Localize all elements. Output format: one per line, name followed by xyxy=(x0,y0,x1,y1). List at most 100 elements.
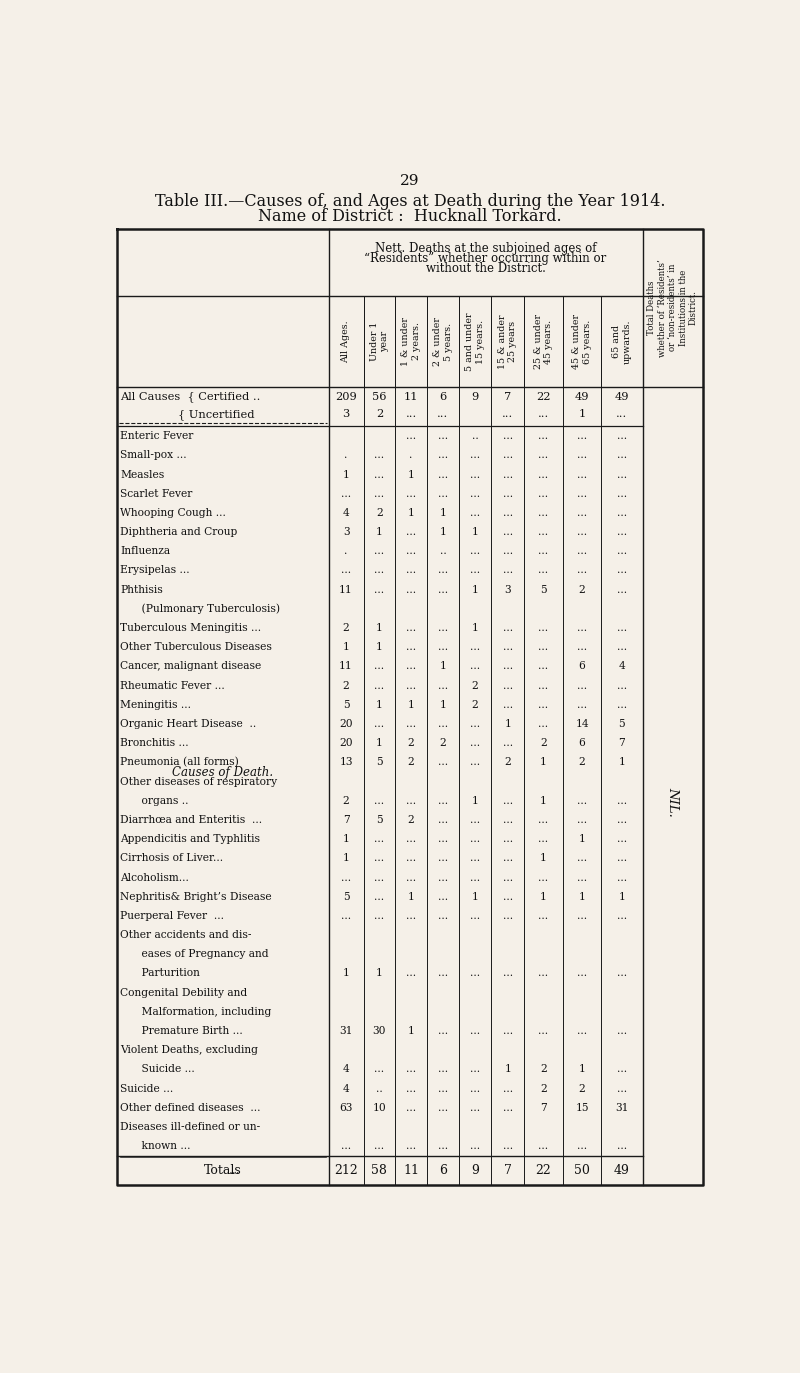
Text: Cirrhosis of Liver...: Cirrhosis of Liver... xyxy=(120,853,223,864)
Text: ...: ... xyxy=(470,968,480,979)
Text: 1: 1 xyxy=(439,527,446,537)
Text: 1: 1 xyxy=(618,891,626,902)
Text: ...: ... xyxy=(577,489,587,498)
Text: ...: ... xyxy=(406,662,416,671)
Text: 3: 3 xyxy=(342,409,350,419)
Text: 6: 6 xyxy=(578,739,586,748)
Text: ...: ... xyxy=(406,527,416,537)
Text: ...: ... xyxy=(374,566,385,575)
Text: 15: 15 xyxy=(575,1103,589,1112)
Text: 1: 1 xyxy=(472,585,478,595)
Text: ...: ... xyxy=(438,643,448,652)
Text: ...: ... xyxy=(406,910,416,921)
Text: Malformation, including: Malformation, including xyxy=(128,1006,271,1017)
Text: ...: ... xyxy=(406,409,417,419)
Text: ...: ... xyxy=(502,409,514,419)
Text: 1: 1 xyxy=(504,1064,511,1075)
Text: ...: ... xyxy=(577,527,587,537)
Text: 1: 1 xyxy=(408,700,414,710)
Text: ...: ... xyxy=(374,719,385,729)
Text: 1: 1 xyxy=(408,891,414,902)
Text: 1: 1 xyxy=(540,891,546,902)
Text: ...: ... xyxy=(438,835,448,844)
Text: Whooping Cough ...: Whooping Cough ... xyxy=(120,508,226,518)
Text: ...: ... xyxy=(438,796,448,806)
Text: ...: ... xyxy=(538,470,548,479)
Text: ..: .. xyxy=(439,546,446,556)
Text: 63: 63 xyxy=(339,1103,353,1112)
Text: Scarlet Fever: Scarlet Fever xyxy=(120,489,193,498)
Text: Cancer, malignant disease: Cancer, malignant disease xyxy=(120,662,262,671)
Text: ...: ... xyxy=(502,910,513,921)
Text: 1: 1 xyxy=(376,700,383,710)
Text: ...: ... xyxy=(617,508,627,518)
Text: ...: ... xyxy=(577,910,587,921)
Text: 1: 1 xyxy=(578,835,586,844)
Text: ...: ... xyxy=(406,546,416,556)
Text: ...: ... xyxy=(502,816,513,825)
Text: 50: 50 xyxy=(574,1164,590,1177)
Text: .: . xyxy=(410,450,413,460)
Text: ...: ... xyxy=(438,681,448,691)
Text: ...: ... xyxy=(577,643,587,652)
Text: 2: 2 xyxy=(408,816,414,825)
Text: 2: 2 xyxy=(439,739,446,748)
Text: 31: 31 xyxy=(339,1026,353,1037)
Text: ...: ... xyxy=(577,796,587,806)
Text: ...: ... xyxy=(617,835,627,844)
Text: 13: 13 xyxy=(339,758,353,768)
Text: ...: ... xyxy=(538,1026,548,1037)
Text: 1: 1 xyxy=(342,853,350,864)
Text: 6: 6 xyxy=(439,391,446,401)
Text: Parturition: Parturition xyxy=(128,968,200,979)
Text: ...: ... xyxy=(374,796,385,806)
Text: ...: ... xyxy=(538,450,548,460)
Text: (Pulmonary Tuberculosis): (Pulmonary Tuberculosis) xyxy=(128,604,280,614)
Text: 1: 1 xyxy=(618,758,626,768)
Text: 14: 14 xyxy=(575,719,589,729)
Text: Enteric Fever: Enteric Fever xyxy=(120,431,194,441)
Text: ...: ... xyxy=(617,968,627,979)
Text: ...: ... xyxy=(538,1141,548,1151)
Text: ...: ... xyxy=(502,853,513,864)
Text: ...: ... xyxy=(577,623,587,633)
Text: 1: 1 xyxy=(376,739,383,748)
Text: 11: 11 xyxy=(403,1164,419,1177)
Text: ...: ... xyxy=(577,546,587,556)
Text: ...: ... xyxy=(341,1141,351,1151)
Text: ...: ... xyxy=(617,585,627,595)
Text: ...: ... xyxy=(502,1083,513,1093)
Text: ...: ... xyxy=(438,816,448,825)
Text: Other diseases of respiratory: Other diseases of respiratory xyxy=(120,777,278,787)
Text: ...: ... xyxy=(438,489,448,498)
Text: ...: ... xyxy=(502,968,513,979)
Text: ...: ... xyxy=(470,835,480,844)
Text: ...: ... xyxy=(406,585,416,595)
Text: ...: ... xyxy=(438,1083,448,1093)
Text: ...: ... xyxy=(617,1026,627,1037)
Text: ...: ... xyxy=(406,872,416,883)
Text: 1: 1 xyxy=(342,835,350,844)
Text: ...: ... xyxy=(374,853,385,864)
Text: ...: ... xyxy=(502,872,513,883)
Text: ...: ... xyxy=(502,470,513,479)
Text: ...: ... xyxy=(341,872,351,883)
Text: Total Deaths
whether of ‘Residents’
or ‘non-residents’ in
Institutions in the
Di: Total Deaths whether of ‘Residents’ or ‘… xyxy=(647,258,698,357)
Text: ...: ... xyxy=(502,681,513,691)
Text: ...: ... xyxy=(438,853,448,864)
Text: Other defined diseases  ...: Other defined diseases ... xyxy=(120,1103,261,1112)
Text: ...: ... xyxy=(470,1026,480,1037)
Text: ...: ... xyxy=(406,643,416,652)
Text: ...: ... xyxy=(341,489,351,498)
Text: organs ..: organs .. xyxy=(128,796,189,806)
Text: Table III.—Causes of, and Ages at Death during the Year 1914.: Table III.—Causes of, and Ages at Death … xyxy=(154,194,666,210)
Text: 7: 7 xyxy=(504,391,511,401)
Text: ...: ... xyxy=(502,450,513,460)
Text: ...: ... xyxy=(438,719,448,729)
Text: ..: .. xyxy=(472,431,478,441)
Text: Measles: Measles xyxy=(120,470,165,479)
Text: ...: ... xyxy=(502,662,513,671)
Text: ...: ... xyxy=(577,853,587,864)
Text: ...: ... xyxy=(374,891,385,902)
Text: ...: ... xyxy=(538,872,548,883)
